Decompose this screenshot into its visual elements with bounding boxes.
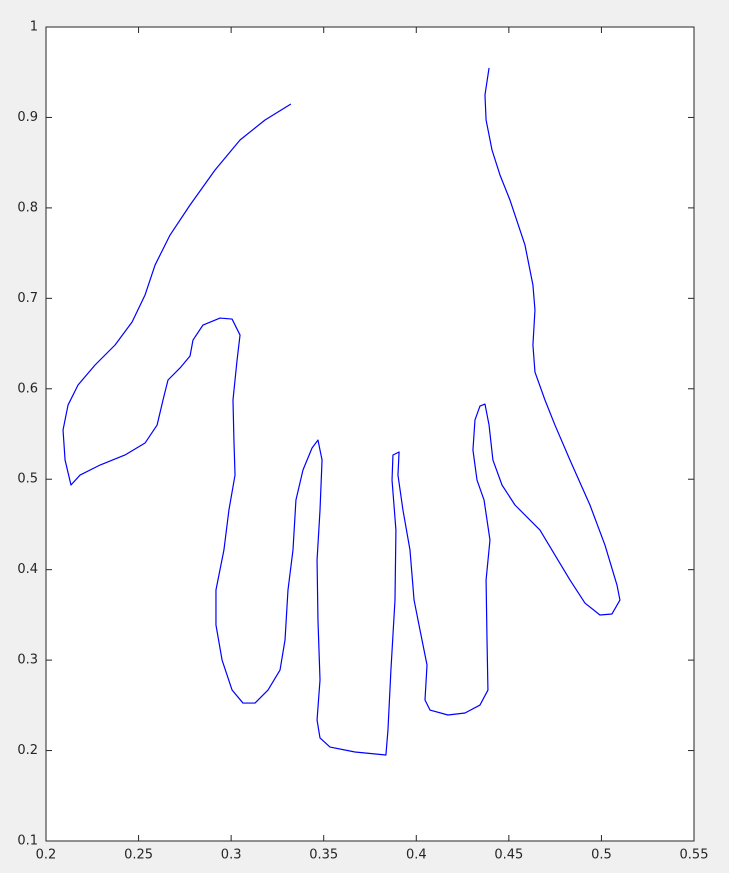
y-tick-label: 0.6 — [17, 381, 38, 396]
plot-area — [45, 26, 695, 842]
x-tick-label: 0.55 — [680, 848, 709, 863]
y-tick-label: 0.4 — [17, 562, 38, 577]
data-line — [62, 67, 621, 756]
y-tick-label: 0.3 — [17, 653, 38, 668]
x-tick-label: 0.4 — [406, 848, 427, 863]
x-tick-label: 0.5 — [591, 848, 612, 863]
y-tick-label: 1 — [30, 20, 38, 35]
x-tick-label: 0.3 — [221, 848, 242, 863]
y-tick-label: 0.7 — [17, 291, 38, 306]
x-tick-label: 0.25 — [124, 848, 153, 863]
y-tick-label: 0.5 — [17, 472, 38, 487]
y-tick-label: 0.9 — [17, 110, 38, 125]
x-tick-label: 0.35 — [309, 848, 338, 863]
y-tick-label: 0.1 — [17, 834, 38, 849]
x-tick-label: 0.45 — [494, 848, 523, 863]
y-tick-label: 0.2 — [17, 743, 38, 758]
x-tick-label: 0.2 — [36, 848, 57, 863]
y-tick-label: 0.8 — [17, 200, 38, 215]
